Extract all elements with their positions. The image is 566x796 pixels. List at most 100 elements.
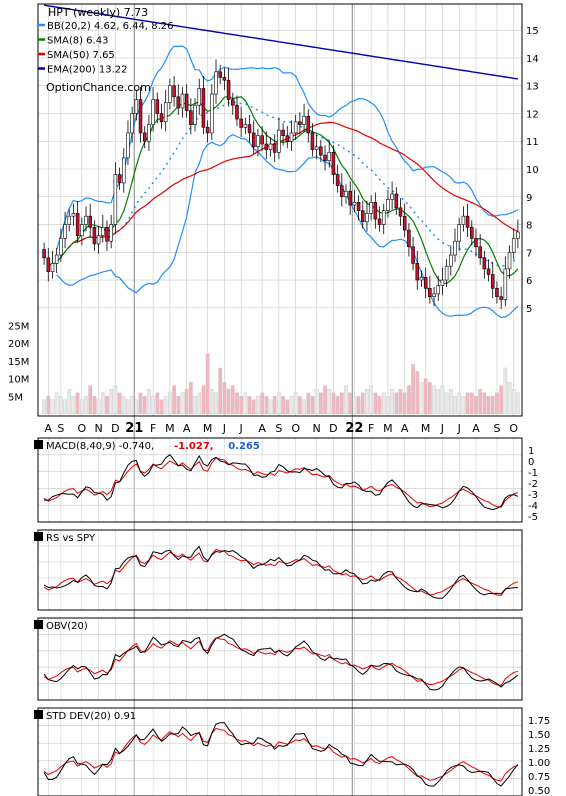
volume-bar bbox=[109, 389, 114, 415]
volume-bar bbox=[448, 389, 453, 415]
volume-bar bbox=[193, 396, 197, 415]
candle-body bbox=[449, 254, 453, 267]
date-label: M bbox=[421, 422, 431, 435]
date-label: A bbox=[401, 422, 409, 435]
volume-bar bbox=[386, 396, 390, 415]
volume-bar bbox=[168, 392, 172, 415]
volume-bar bbox=[298, 396, 302, 415]
indicator-tick-label: 0 bbox=[528, 457, 534, 468]
volume-bar bbox=[432, 385, 436, 415]
candle-body bbox=[172, 85, 176, 98]
volume-bar bbox=[113, 385, 118, 415]
candle-body bbox=[205, 127, 210, 134]
volume-bar bbox=[214, 392, 218, 415]
candle-body bbox=[50, 263, 55, 273]
candle-body bbox=[360, 210, 365, 223]
candle-body bbox=[335, 174, 340, 186]
volume-bar bbox=[327, 389, 332, 415]
candle-body bbox=[373, 202, 378, 220]
chart-title: HPT (weekly) 7.73 bbox=[48, 6, 148, 19]
price-tick-label: 12 bbox=[526, 109, 539, 120]
volume-bar bbox=[469, 392, 474, 415]
date-label: O bbox=[291, 422, 300, 435]
date-label: 22 bbox=[345, 421, 363, 436]
volume-bar bbox=[415, 371, 420, 415]
date-label: F bbox=[368, 422, 374, 435]
volume-tick-label: 15M bbox=[8, 357, 29, 368]
volume-bar bbox=[84, 396, 88, 415]
candle-body bbox=[310, 132, 315, 150]
volume-bar bbox=[138, 392, 143, 415]
candle-body bbox=[168, 85, 172, 103]
candle-body bbox=[155, 99, 160, 114]
volume-bar bbox=[348, 392, 353, 415]
volume-bar bbox=[289, 396, 294, 415]
volume-bar bbox=[306, 392, 311, 415]
volume-bar bbox=[465, 392, 470, 415]
price-tick-label: 15 bbox=[526, 26, 539, 37]
volume-bar bbox=[155, 392, 160, 415]
date-label: J bbox=[440, 422, 444, 435]
volume-bar bbox=[151, 396, 155, 415]
volume-bar bbox=[482, 392, 487, 415]
candle-body bbox=[377, 218, 382, 225]
candle-body bbox=[201, 88, 206, 128]
date-label: N bbox=[94, 422, 102, 435]
indicator-frame bbox=[37, 617, 523, 701]
price-tick-label: 9 bbox=[526, 193, 532, 204]
volume-tick-label: 5M bbox=[8, 392, 23, 403]
indicator-signal-line bbox=[43, 549, 519, 597]
candle-body bbox=[117, 174, 122, 184]
volume-bar bbox=[251, 399, 256, 415]
candle-body bbox=[101, 226, 105, 236]
volume-bar bbox=[339, 392, 344, 415]
candle-body bbox=[298, 121, 302, 125]
volume-bar bbox=[486, 396, 491, 415]
volume-bar bbox=[381, 392, 386, 415]
candle-body bbox=[319, 146, 323, 156]
volume-bar bbox=[117, 392, 122, 415]
candle-body bbox=[356, 202, 361, 211]
date-label: S bbox=[57, 422, 64, 435]
volume-bar bbox=[184, 389, 189, 415]
candle-body bbox=[490, 274, 495, 289]
date-axis: A S O N D 21 F M A M J J A S O N D 22 F M A M J J A S O bbox=[45, 421, 519, 436]
volume-bar bbox=[331, 392, 336, 415]
legend-label-sma8: SMA(8) 6.43 bbox=[47, 36, 108, 47]
volume-bar bbox=[356, 396, 361, 415]
volume-bar bbox=[511, 389, 516, 415]
volume-bar bbox=[121, 396, 126, 415]
candle-body bbox=[189, 110, 193, 125]
volume-bar bbox=[88, 385, 93, 415]
candle-body bbox=[444, 265, 449, 281]
volume-bar bbox=[457, 392, 462, 415]
volume-bar bbox=[239, 396, 243, 415]
candle-body bbox=[121, 157, 126, 184]
candle-body bbox=[247, 124, 252, 134]
candle-body bbox=[184, 93, 189, 112]
volume-bar bbox=[172, 385, 176, 415]
candle-body bbox=[176, 96, 181, 109]
volume-bar bbox=[147, 389, 151, 415]
candle-body bbox=[88, 215, 92, 228]
volume-bar bbox=[264, 396, 269, 415]
candle-body bbox=[511, 238, 516, 253]
candle-body bbox=[138, 99, 143, 134]
candle-body bbox=[411, 246, 415, 264]
volume-bar bbox=[394, 392, 399, 415]
candle-body bbox=[105, 226, 109, 242]
volume-bar bbox=[365, 389, 369, 415]
volume-bar bbox=[335, 396, 340, 415]
candle-body bbox=[457, 224, 461, 242]
indicator-label: OBV(20) bbox=[46, 621, 88, 632]
candle-body bbox=[344, 190, 348, 198]
volume-bar bbox=[75, 392, 80, 415]
candle-body bbox=[231, 99, 235, 106]
candle-body bbox=[461, 215, 466, 225]
candle-body bbox=[134, 99, 139, 114]
candle-body bbox=[482, 257, 487, 270]
candle-body bbox=[193, 104, 197, 125]
candle-body bbox=[423, 276, 428, 289]
candle-body bbox=[126, 132, 130, 159]
